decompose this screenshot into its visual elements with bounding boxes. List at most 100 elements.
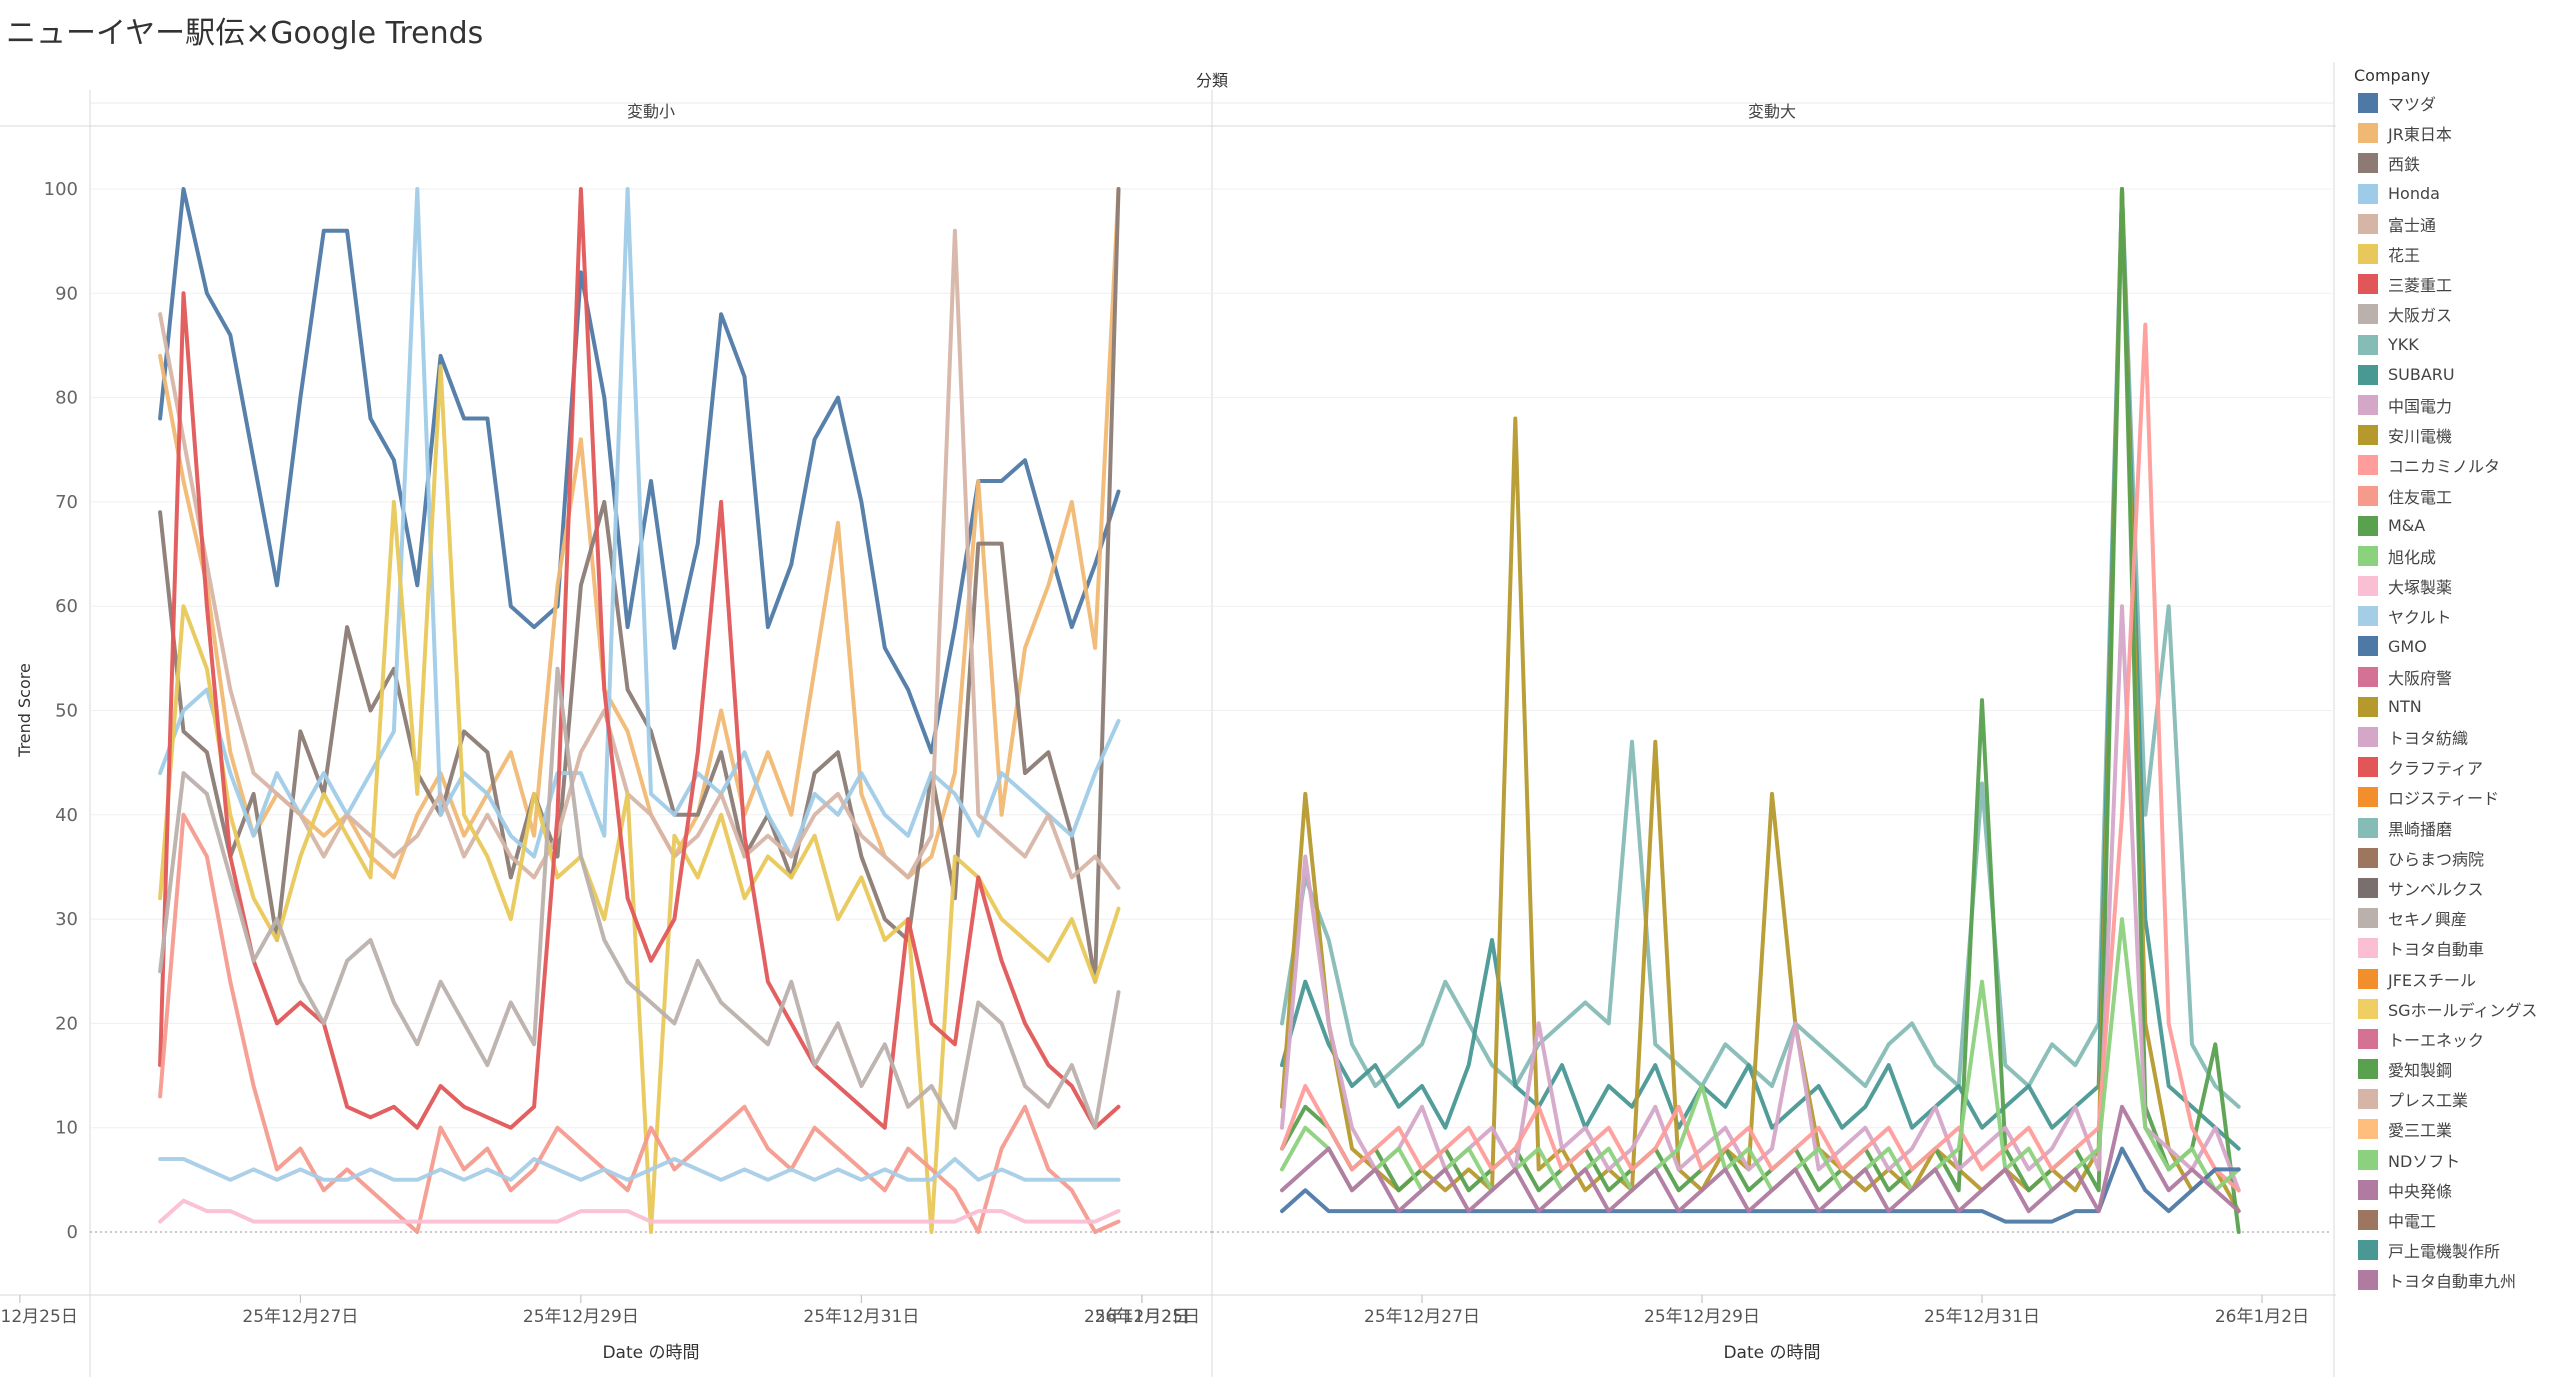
legend-swatch	[2358, 847, 2378, 868]
legend-item[interactable]: 旭化成	[2354, 541, 2560, 571]
legend-label: 中電工	[2388, 1212, 2437, 1232]
legend-item[interactable]: NDソフト	[2354, 1145, 2560, 1175]
x-tick-label: 25年12月29日	[523, 1307, 639, 1327]
legend-label: ヤクルト	[2388, 608, 2452, 628]
series-line-11	[1280, 187, 2241, 1109]
series-line-3	[158, 187, 1121, 859]
series-line-1	[158, 187, 1121, 880]
y-tick-label: 80	[55, 388, 78, 409]
legend-item[interactable]: 住友電工	[2354, 480, 2560, 510]
series-line-15	[1280, 604, 2241, 1193]
legend-swatch	[2358, 274, 2378, 295]
legend-item[interactable]: トヨタ自動車九州	[2354, 1265, 2560, 1295]
legend-item[interactable]: 大阪府警	[2354, 662, 2560, 692]
legend-label: 住友電工	[2388, 487, 2453, 507]
legend-item[interactable]: 大塚製薬	[2354, 571, 2560, 601]
legend-swatch	[2358, 545, 2378, 566]
legend-label: クラフティア	[2388, 759, 2484, 779]
legend-item[interactable]: JR東日本	[2354, 118, 2560, 148]
series-line-8	[158, 812, 1121, 1234]
legend-swatch	[2358, 1270, 2378, 1291]
legend-item[interactable]: ヤクルト	[2354, 601, 2560, 631]
legend-swatch	[2358, 1089, 2378, 1110]
legend-item[interactable]: NTN	[2354, 692, 2560, 722]
legend-swatch	[2358, 364, 2378, 385]
legend-label: 旭化成	[2388, 547, 2437, 567]
panel-header: 変動大	[1748, 102, 1796, 121]
legend-label: NDソフト	[2388, 1151, 2461, 1171]
legend-item[interactable]: マツダ	[2354, 88, 2560, 118]
y-tick-label: 40	[55, 805, 78, 826]
legend-swatch	[2358, 123, 2378, 144]
legend-swatch	[2358, 93, 2378, 114]
legend-item[interactable]: SGホールディングス	[2354, 994, 2560, 1024]
legend-label: 西鉄	[2388, 155, 2421, 175]
y-tick-label: 10	[55, 1118, 78, 1139]
legend-item[interactable]: ロジスティード	[2354, 782, 2560, 812]
legend-label: 花王	[2388, 246, 2421, 266]
legend-swatch	[2358, 183, 2378, 204]
y-tick-label: 60	[55, 596, 78, 617]
legend-label: M&A	[2388, 516, 2426, 536]
legend-label: 大阪府警	[2388, 668, 2453, 688]
legend-item[interactable]: 愛三工業	[2354, 1114, 2560, 1144]
legend-item[interactable]: トヨタ自動車	[2354, 933, 2560, 963]
legend-label: SUBARU	[2388, 365, 2455, 385]
x-tick-label: 25年12月31日	[1924, 1307, 2040, 1327]
legend-item[interactable]: SUBARU	[2354, 360, 2560, 390]
legend: Company マツダ JR東日本 西鉄 Honda 富士通 花王 三菱重工 大阪ガス YKK S…	[2354, 66, 2560, 1296]
legend-swatch	[2358, 666, 2378, 687]
legend-item[interactable]: 戸上電機製作所	[2354, 1235, 2560, 1265]
legend-item[interactable]: 三菱重工	[2354, 269, 2560, 299]
legend-label: NTN	[2388, 697, 2422, 717]
series-line-12	[1280, 187, 2241, 1151]
series-line-13	[1280, 187, 2241, 1214]
legend-item[interactable]: クラフティア	[2354, 752, 2560, 782]
legend-item[interactable]: 中電工	[2354, 1205, 2560, 1235]
legend-swatch	[2358, 727, 2378, 748]
legend-label: マツダ	[2388, 95, 2437, 115]
legend-item[interactable]: JFEスチール	[2354, 963, 2560, 993]
legend-item[interactable]: トーエネック	[2354, 1024, 2560, 1054]
legend-label: GMO	[2388, 636, 2427, 656]
legend-item[interactable]: 愛知製鋼	[2354, 1054, 2560, 1084]
legend-item[interactable]: サンベルクス	[2354, 873, 2560, 903]
series-line-9	[158, 1157, 1121, 1182]
x-tick-label: 25年12月25日	[1084, 1307, 1200, 1327]
legend-label: セキノ興産	[2388, 910, 2467, 930]
legend-label: 戸上電機製作所	[2388, 1242, 2501, 1262]
panel-header: 変動小	[627, 102, 675, 121]
legend-label: トヨタ紡織	[2388, 729, 2469, 749]
legend-item[interactable]: ひらまつ病院	[2354, 843, 2560, 873]
legend-swatch	[2358, 1210, 2378, 1231]
legend-item[interactable]: 花王	[2354, 239, 2560, 269]
legend-item[interactable]: GMO	[2354, 631, 2560, 661]
y-axis-label: Trend Score	[15, 663, 34, 758]
series-line-7	[158, 666, 1121, 1130]
legend-swatch	[2358, 334, 2378, 355]
legend-item[interactable]: トヨタ紡織	[2354, 722, 2560, 752]
legend-item[interactable]: 黒崎播磨	[2354, 813, 2560, 843]
legend-item[interactable]: セキノ興産	[2354, 903, 2560, 933]
legend-item[interactable]: 富士通	[2354, 209, 2560, 239]
legend-item[interactable]: M&A	[2354, 511, 2560, 541]
legend-label: JFEスチール	[2388, 970, 2477, 990]
y-tick-label: 100	[44, 179, 78, 200]
legend-item[interactable]: プレス工業	[2354, 1084, 2560, 1114]
legend-item[interactable]: 中央発條	[2354, 1175, 2560, 1205]
series-line-16	[1280, 322, 2241, 1193]
legend-item[interactable]: 大阪ガス	[2354, 299, 2560, 329]
legend-label: 大阪ガス	[2388, 306, 2453, 326]
legend-swatch	[2358, 968, 2378, 989]
legend-item[interactable]: YKK	[2354, 330, 2560, 360]
legend-label: 愛知製鋼	[2388, 1061, 2453, 1081]
legend-label: 黒崎播磨	[2388, 819, 2453, 839]
legend-item[interactable]: 安川電機	[2354, 420, 2560, 450]
legend-item[interactable]: コニカミノルタ	[2354, 450, 2560, 480]
legend-item[interactable]: Honda	[2354, 179, 2560, 209]
legend-label: トヨタ自動車	[2388, 940, 2485, 960]
legend-item[interactable]: 中国電力	[2354, 390, 2560, 420]
legend-swatch	[2358, 908, 2378, 929]
legend-swatch	[2358, 1059, 2378, 1080]
legend-item[interactable]: 西鉄	[2354, 148, 2560, 178]
